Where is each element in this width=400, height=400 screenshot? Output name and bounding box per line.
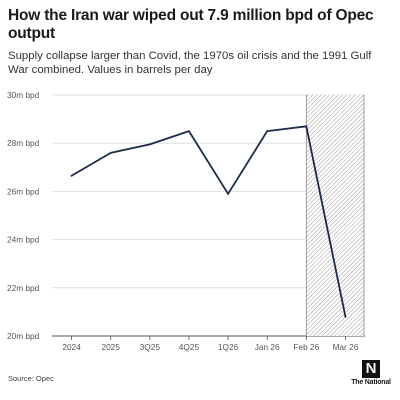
y-tick-label: 24m bpd [7,235,40,245]
x-tick-label: Mar 26 [333,342,359,352]
data-point [109,151,112,154]
y-tick-label: 30m bpd [7,90,40,100]
y-tick-label: 20m bpd [7,331,40,341]
brand-logo-mark: N [362,360,380,378]
data-point [70,174,73,177]
chart-subtitle: Supply collapse larger than Covid, the 1… [8,50,372,76]
data-point [344,315,347,318]
x-tick-label: 4Q25 [179,342,200,352]
x-tick-label: 2024 [62,342,81,352]
x-tick-label: Feb 26 [293,342,319,352]
data-point [266,130,269,133]
x-tick-label: 2025 [101,342,120,352]
x-tick-label: 3Q25 [140,342,161,352]
series-layer [70,125,347,318]
series-line [70,125,347,318]
x-tick-label: 1Q26 [218,342,239,352]
data-point [305,125,308,128]
brand-logo: N The National [348,360,394,386]
y-tick-label: 22m bpd [7,283,40,293]
shaded-region-layer [305,95,365,336]
data-point [188,130,190,133]
y-tick-label: 26m bpd [7,186,40,196]
y-tick-label: 28m bpd [7,138,40,148]
chart-title: How the Iran war wiped out 7.9 million b… [8,7,374,42]
data-point [227,192,229,195]
source-note: Source: Opec [8,374,54,383]
x-tick-label: Jan 26 [255,342,280,352]
data-point [148,143,151,146]
shaded-region [306,95,364,336]
brand-logo-name: The National [351,379,391,386]
axis-layer: 20m bpd 22m bpd 24m bpd 26m bpd 28m bpd 30m b… [7,90,359,352]
